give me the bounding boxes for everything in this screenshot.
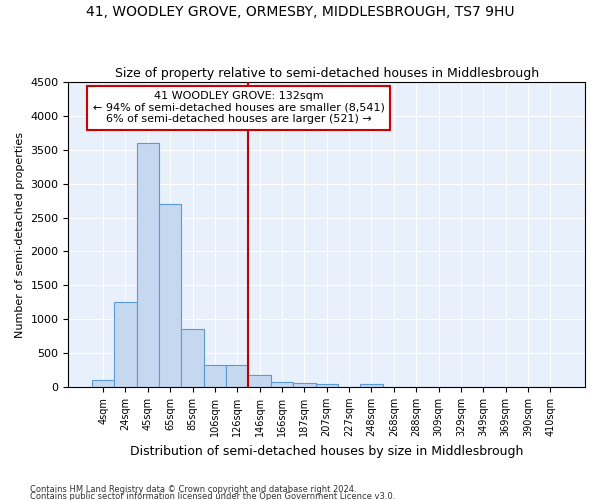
Title: Size of property relative to semi-detached houses in Middlesbrough: Size of property relative to semi-detach… xyxy=(115,66,539,80)
Bar xyxy=(271,382,293,387)
Bar xyxy=(204,364,226,387)
Text: Contains public sector information licensed under the Open Government Licence v3: Contains public sector information licen… xyxy=(30,492,395,500)
Text: 41, WOODLEY GROVE, ORMESBY, MIDDLESBROUGH, TS7 9HU: 41, WOODLEY GROVE, ORMESBY, MIDDLESBROUG… xyxy=(86,5,514,19)
Y-axis label: Number of semi-detached properties: Number of semi-detached properties xyxy=(15,132,25,338)
Text: Contains HM Land Registry data © Crown copyright and database right 2024.: Contains HM Land Registry data © Crown c… xyxy=(30,486,356,494)
Bar xyxy=(248,376,271,387)
Text: 41 WOODLEY GROVE: 132sqm
← 94% of semi-detached houses are smaller (8,541)
6% of: 41 WOODLEY GROVE: 132sqm ← 94% of semi-d… xyxy=(93,91,385,124)
Bar xyxy=(293,383,316,387)
Bar xyxy=(92,380,114,387)
Bar xyxy=(181,330,204,387)
X-axis label: Distribution of semi-detached houses by size in Middlesbrough: Distribution of semi-detached houses by … xyxy=(130,444,523,458)
Bar xyxy=(159,204,181,387)
Bar xyxy=(114,302,137,387)
Bar xyxy=(316,384,338,387)
Bar xyxy=(137,143,159,387)
Bar xyxy=(360,384,383,387)
Bar xyxy=(226,364,248,387)
